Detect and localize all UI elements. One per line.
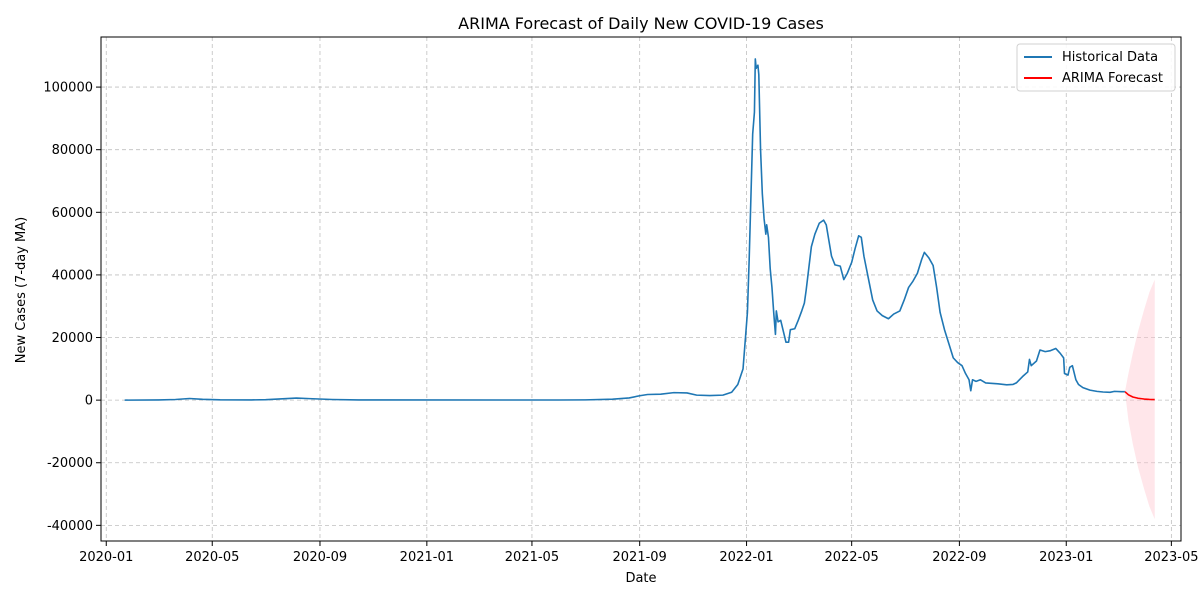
legend: Historical Data ARIMA Forecast <box>1016 43 1176 92</box>
x-axis-label: Date <box>625 571 656 586</box>
y-tick-label: 40000 <box>52 268 93 283</box>
arima-forecast-line <box>1124 391 1155 401</box>
plot-frame <box>100 36 1182 542</box>
x-tick-label: 2023-05 <box>1144 550 1198 565</box>
y-tick-label: -20000 <box>47 456 93 471</box>
x-tick-label: 2021-05 <box>505 550 559 565</box>
confidence-band-layer <box>1124 279 1155 520</box>
legend-box <box>1016 43 1176 92</box>
legend-entry-historical: Historical Data <box>1062 50 1158 65</box>
y-axis-ticks: -40000 -20000 0 20000 40000 60000 80000 100000 <box>43 81 101 534</box>
x-tick-label: 2020-05 <box>185 550 239 565</box>
y-axis-label: New Cases (7-day MA) <box>14 217 29 363</box>
y-tick-label: 20000 <box>52 331 93 346</box>
x-tick-label: 2021-01 <box>400 550 454 565</box>
x-tick-label: 2022-01 <box>719 550 773 565</box>
y-tick-label: 60000 <box>52 206 93 221</box>
chart-title: ARIMA Forecast of Daily New COVID-19 Cas… <box>458 14 824 33</box>
x-tick-label: 2022-05 <box>824 550 878 565</box>
y-tick-label: 0 <box>85 394 93 409</box>
x-axis-ticks: 2020-01 2020-05 2020-09 2021-01 2021-05 2021-… <box>79 541 1199 565</box>
x-tick-label: 2020-01 <box>79 550 133 565</box>
x-tick-label: 2021-09 <box>613 550 667 565</box>
legend-entry-forecast: ARIMA Forecast <box>1062 71 1163 86</box>
y-tick-label: 80000 <box>52 143 93 158</box>
x-tick-label: 2020-09 <box>293 550 347 565</box>
x-tick-label: 2023-01 <box>1039 550 1093 565</box>
forecast-confidence-band <box>1124 279 1155 520</box>
y-tick-label: -40000 <box>47 519 93 534</box>
y-tick-label: 100000 <box>43 81 93 96</box>
historical-data-line <box>124 58 1125 401</box>
grid-lines <box>101 37 1181 541</box>
x-tick-label: 2022-09 <box>932 550 986 565</box>
series-layer <box>124 58 1155 401</box>
